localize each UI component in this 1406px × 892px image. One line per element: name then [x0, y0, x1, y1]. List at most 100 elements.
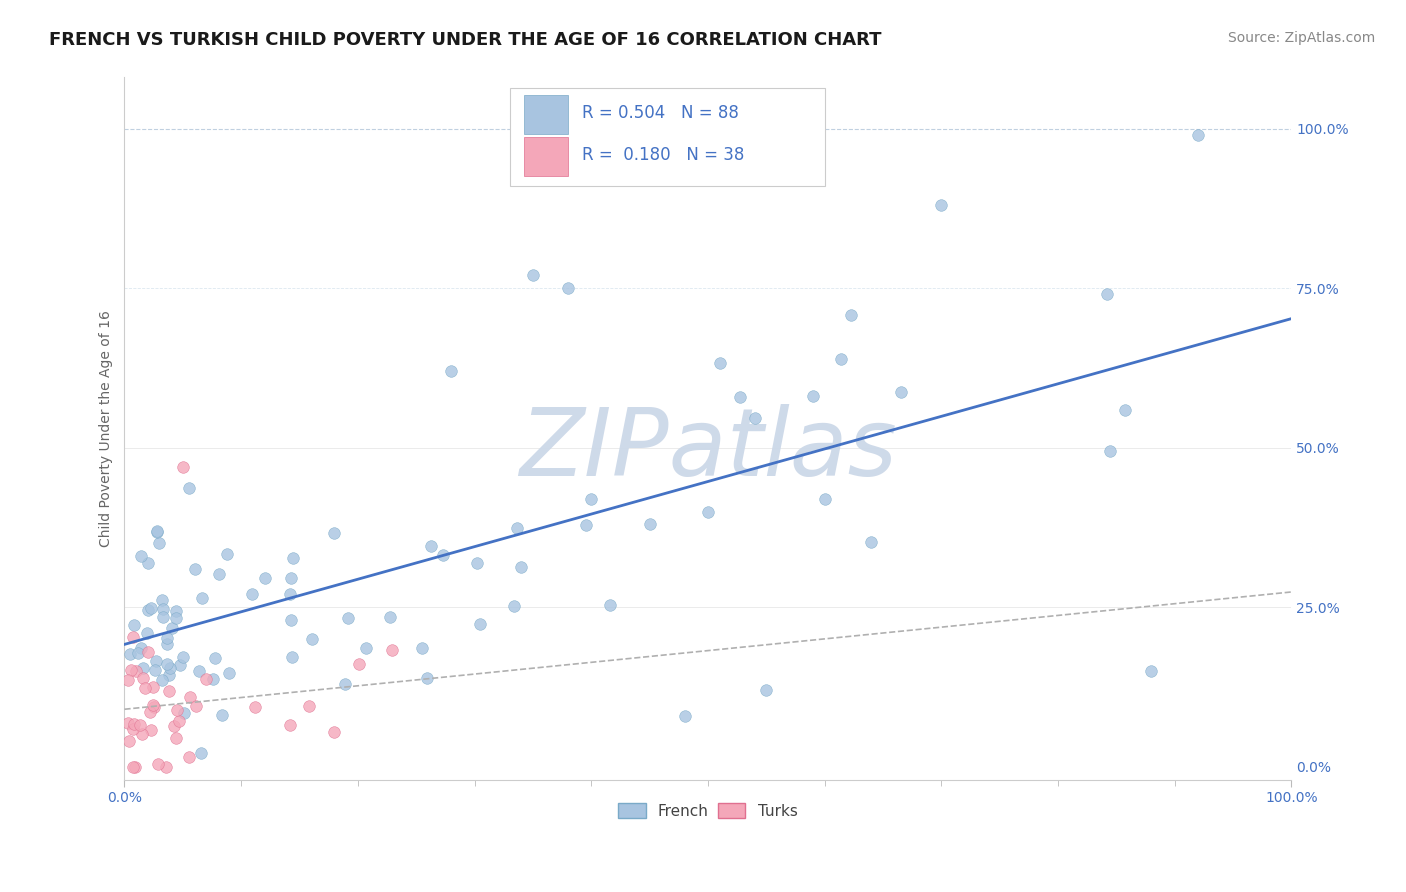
Point — [131, 671, 153, 685]
Point — [166, 703, 188, 717]
Point — [190, 747, 212, 761]
Point — [127, 646, 149, 660]
Point — [122, 630, 145, 644]
Point — [156, 657, 179, 671]
Point — [356, 640, 378, 655]
Point — [139, 600, 162, 615]
Point — [280, 571, 302, 585]
Point — [333, 676, 356, 690]
Point — [890, 384, 912, 399]
Point — [245, 700, 267, 714]
Point — [143, 663, 166, 677]
Point — [117, 673, 139, 688]
Point — [117, 716, 139, 731]
Point — [150, 593, 173, 607]
Point — [755, 683, 778, 698]
Point — [124, 760, 146, 774]
Point — [118, 734, 141, 748]
Point — [347, 657, 370, 672]
Point — [157, 668, 180, 682]
Point — [129, 640, 152, 655]
Point — [129, 717, 152, 731]
Point — [148, 536, 170, 550]
Point — [163, 719, 186, 733]
Point — [204, 651, 226, 665]
Point — [120, 647, 142, 661]
Point — [803, 389, 825, 403]
Text: R = 0.504   N = 88: R = 0.504 N = 88 — [582, 103, 738, 121]
Point — [121, 722, 143, 736]
Point — [254, 571, 277, 585]
Point — [502, 599, 524, 614]
Point — [173, 706, 195, 720]
Point — [156, 631, 179, 645]
Point — [301, 632, 323, 646]
Point — [415, 671, 437, 685]
Point — [509, 559, 531, 574]
Point — [468, 617, 491, 632]
Point — [278, 587, 301, 601]
Point — [522, 268, 544, 283]
Point — [124, 716, 146, 731]
Point — [184, 562, 207, 576]
Point — [136, 645, 159, 659]
Text: Source: ZipAtlas.com: Source: ZipAtlas.com — [1227, 31, 1375, 45]
Point — [139, 723, 162, 737]
Point — [165, 604, 187, 618]
Point — [280, 613, 302, 627]
Point — [1187, 128, 1209, 142]
Point — [709, 356, 731, 370]
Point — [1140, 664, 1163, 678]
Point — [281, 649, 304, 664]
Point — [202, 672, 225, 686]
Bar — [523, 95, 568, 134]
Point — [121, 760, 143, 774]
Point — [557, 281, 579, 295]
Point — [146, 756, 169, 771]
Point — [131, 727, 153, 741]
Point — [278, 718, 301, 732]
Point — [136, 626, 159, 640]
Point — [159, 660, 181, 674]
Point — [132, 661, 155, 675]
Point — [929, 198, 952, 212]
Point — [1097, 286, 1119, 301]
Point — [167, 714, 190, 728]
Point — [172, 650, 194, 665]
Point — [124, 618, 146, 632]
Point — [146, 524, 169, 538]
Point — [179, 750, 201, 764]
Point — [157, 683, 180, 698]
Point — [1099, 444, 1122, 458]
Text: FRENCH VS TURKISH CHILD POVERTY UNDER THE AGE OF 16 CORRELATION CHART: FRENCH VS TURKISH CHILD POVERTY UNDER TH… — [49, 31, 882, 49]
Point — [169, 658, 191, 673]
Point — [129, 549, 152, 563]
Point — [673, 708, 696, 723]
Point — [146, 525, 169, 540]
Point — [160, 621, 183, 635]
Point — [145, 654, 167, 668]
Point — [155, 637, 177, 651]
Point — [467, 556, 489, 570]
Y-axis label: Child Poverty Under the Age of 16: Child Poverty Under the Age of 16 — [100, 310, 114, 547]
Point — [134, 681, 156, 695]
Point — [218, 666, 240, 681]
Point — [281, 551, 304, 566]
Point — [440, 364, 463, 378]
Point — [179, 690, 201, 704]
Point — [432, 549, 454, 563]
Point — [165, 731, 187, 745]
Point — [136, 556, 159, 570]
Point — [420, 539, 443, 553]
Text: R =  0.180   N = 38: R = 0.180 N = 38 — [582, 145, 744, 163]
Point — [155, 760, 177, 774]
Point — [813, 491, 835, 506]
Point — [744, 410, 766, 425]
Point — [142, 680, 165, 694]
Point — [323, 526, 346, 541]
Point — [860, 534, 883, 549]
Point — [172, 459, 194, 474]
Point — [142, 698, 165, 713]
Point — [728, 390, 751, 404]
Point — [195, 672, 218, 686]
